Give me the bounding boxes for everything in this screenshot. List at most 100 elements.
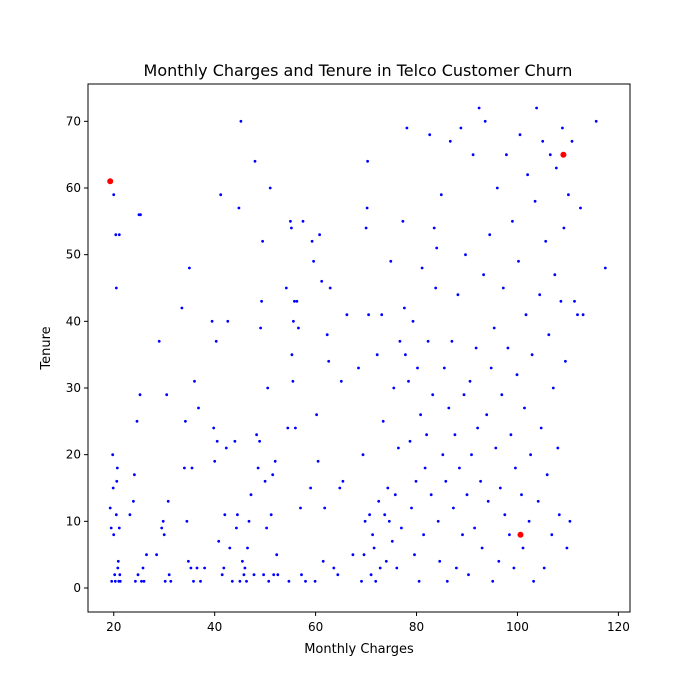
data-point bbox=[403, 307, 406, 310]
data-point bbox=[455, 567, 458, 570]
data-point bbox=[433, 227, 436, 230]
data-point bbox=[535, 107, 538, 110]
data-point bbox=[490, 367, 493, 370]
data-point bbox=[323, 507, 326, 510]
data-point bbox=[297, 327, 300, 330]
data-point bbox=[425, 433, 428, 436]
data-point bbox=[342, 480, 345, 483]
data-point bbox=[132, 500, 135, 503]
data-point bbox=[418, 580, 421, 583]
data-point bbox=[248, 520, 251, 523]
data-point bbox=[228, 547, 231, 550]
data-point bbox=[158, 340, 161, 343]
data-point bbox=[275, 553, 278, 556]
data-point bbox=[293, 300, 296, 303]
data-point bbox=[469, 380, 472, 383]
data-point bbox=[464, 253, 467, 256]
data-point bbox=[558, 513, 561, 516]
data-point bbox=[257, 467, 260, 470]
data-point bbox=[573, 300, 576, 303]
data-point bbox=[366, 160, 369, 163]
data-point bbox=[556, 447, 559, 450]
data-point bbox=[115, 513, 118, 516]
data-point bbox=[240, 120, 243, 123]
data-point bbox=[428, 133, 431, 136]
data-point bbox=[332, 567, 335, 570]
data-point bbox=[259, 327, 262, 330]
data-point bbox=[317, 460, 320, 463]
data-point bbox=[373, 547, 376, 550]
data-point bbox=[523, 407, 526, 410]
data-point bbox=[181, 307, 184, 310]
data-point bbox=[272, 573, 275, 576]
data-point bbox=[576, 313, 579, 316]
data-point bbox=[314, 580, 317, 583]
data-point bbox=[110, 580, 113, 583]
data-point bbox=[507, 347, 510, 350]
data-point bbox=[389, 260, 392, 263]
data-point bbox=[115, 287, 118, 290]
data-point bbox=[543, 567, 546, 570]
data-point bbox=[231, 580, 234, 583]
data-point bbox=[475, 347, 478, 350]
data-point bbox=[129, 513, 132, 516]
data-point bbox=[382, 420, 385, 423]
y-tick-label: 70 bbox=[66, 114, 81, 128]
data-point bbox=[484, 120, 487, 123]
y-tick-label: 40 bbox=[66, 314, 81, 328]
data-point bbox=[183, 467, 186, 470]
data-point bbox=[446, 580, 449, 583]
data-point bbox=[113, 573, 116, 576]
data-point bbox=[184, 420, 187, 423]
data-point bbox=[564, 360, 567, 363]
data-point bbox=[510, 433, 513, 436]
data-point bbox=[169, 580, 172, 583]
data-point bbox=[112, 193, 115, 196]
data-point bbox=[534, 200, 537, 203]
data-point bbox=[413, 553, 416, 556]
data-point bbox=[400, 527, 403, 530]
data-point bbox=[395, 567, 398, 570]
data-point bbox=[397, 447, 400, 450]
data-point bbox=[479, 480, 482, 483]
data-point bbox=[311, 240, 314, 243]
data-point bbox=[502, 287, 505, 290]
data-point bbox=[427, 340, 430, 343]
data-point bbox=[458, 467, 461, 470]
data-point bbox=[541, 140, 544, 143]
data-point bbox=[438, 560, 441, 563]
y-axis-label: Tenure bbox=[39, 326, 54, 370]
data-point bbox=[212, 427, 215, 430]
data-point bbox=[472, 153, 475, 156]
data-point bbox=[258, 440, 261, 443]
data-point bbox=[167, 500, 170, 503]
data-point bbox=[365, 227, 368, 230]
data-point bbox=[238, 207, 241, 210]
y-tick-label: 30 bbox=[66, 381, 81, 395]
data-point bbox=[529, 453, 532, 456]
data-point bbox=[239, 580, 242, 583]
data-point bbox=[329, 287, 332, 290]
data-point bbox=[117, 560, 120, 563]
data-point bbox=[463, 393, 466, 396]
data-point bbox=[221, 573, 224, 576]
data-point bbox=[139, 393, 142, 396]
data-point bbox=[197, 407, 200, 410]
data-point bbox=[368, 513, 371, 516]
data-point bbox=[192, 580, 195, 583]
y-tick-label: 50 bbox=[66, 248, 81, 262]
data-point bbox=[499, 487, 502, 490]
data-point bbox=[552, 387, 555, 390]
data-point bbox=[430, 493, 433, 496]
data-point bbox=[402, 220, 405, 223]
data-point bbox=[561, 127, 564, 130]
data-point bbox=[216, 440, 219, 443]
data-point bbox=[203, 567, 206, 570]
data-point bbox=[505, 153, 508, 156]
data-point bbox=[139, 213, 142, 216]
data-point bbox=[110, 527, 113, 530]
data-point bbox=[291, 353, 294, 356]
data-point bbox=[514, 467, 517, 470]
data-point bbox=[460, 127, 463, 130]
data-point bbox=[114, 580, 117, 583]
